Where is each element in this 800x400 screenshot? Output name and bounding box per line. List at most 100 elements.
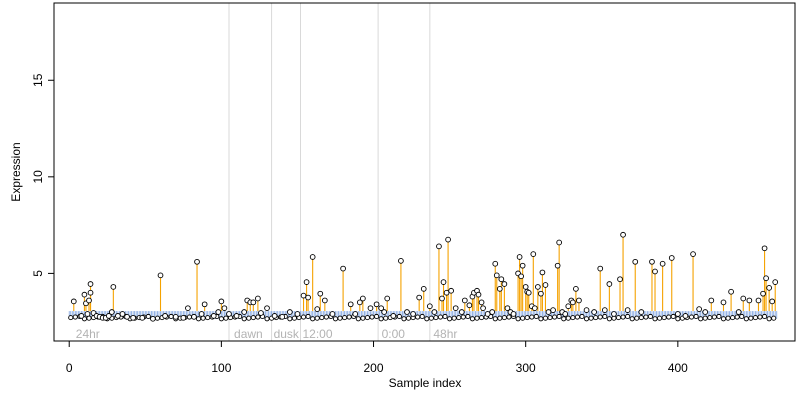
data-point <box>542 282 549 288</box>
baseline-point <box>346 314 352 320</box>
baseline-point <box>442 313 448 320</box>
baseline-point <box>405 315 412 321</box>
data-point <box>659 260 666 267</box>
data-point <box>480 305 486 312</box>
baseline-point <box>565 315 571 321</box>
data-point <box>404 309 410 315</box>
data-point <box>300 292 307 299</box>
data-point <box>194 258 200 265</box>
data-point <box>740 295 747 302</box>
data-point <box>279 314 286 320</box>
data-point <box>624 307 631 313</box>
baseline-point <box>771 315 777 321</box>
data-point <box>761 245 768 252</box>
data-point <box>478 299 485 306</box>
data-point <box>538 290 544 297</box>
baseline-point <box>583 316 590 322</box>
data-point <box>305 294 311 301</box>
phase-annotation: 24hr <box>76 327 100 341</box>
baseline-point <box>374 313 380 320</box>
baseline-point <box>762 313 768 320</box>
baseline-point <box>670 313 676 320</box>
data-point <box>522 284 529 290</box>
data-point <box>119 311 126 317</box>
data-point <box>518 273 524 280</box>
baseline-point <box>597 314 603 320</box>
data-point <box>570 299 576 306</box>
data-point <box>124 314 130 320</box>
data-point <box>535 284 541 290</box>
baseline-point <box>720 316 727 322</box>
data-point <box>420 286 427 292</box>
baseline-point <box>647 313 654 320</box>
data-point <box>545 309 552 315</box>
data-point <box>565 303 572 310</box>
baseline-point <box>515 316 521 322</box>
baseline-point <box>246 315 252 321</box>
baseline-point <box>255 314 261 320</box>
data-point <box>606 281 613 287</box>
data-point <box>180 314 187 321</box>
baseline-point <box>734 314 740 320</box>
data-point <box>271 313 278 319</box>
baseline-point <box>428 315 434 321</box>
baseline-point <box>757 314 763 320</box>
data-point <box>504 305 511 312</box>
phase-annotation: 0:00 <box>382 327 406 341</box>
baseline-point <box>337 315 343 321</box>
data-point <box>530 251 537 257</box>
data-point <box>583 307 590 313</box>
baseline-point <box>702 315 708 321</box>
data-point <box>443 289 450 296</box>
baseline-point <box>524 315 530 321</box>
baseline-point <box>625 313 631 320</box>
data-point <box>378 305 384 312</box>
data-point <box>632 258 639 265</box>
baseline-point <box>218 316 224 322</box>
baseline-point <box>401 316 407 322</box>
baseline-point <box>300 314 307 320</box>
data-point <box>496 286 503 292</box>
data-point <box>772 279 779 285</box>
baseline-point <box>241 316 247 322</box>
data-point <box>436 243 442 250</box>
data-point <box>445 236 451 243</box>
baseline-point <box>707 315 713 321</box>
data-point <box>755 297 762 304</box>
data-point <box>340 265 346 272</box>
data-point <box>516 254 523 260</box>
baseline-point <box>657 315 663 321</box>
baseline-point <box>154 315 161 321</box>
data-point <box>591 309 598 315</box>
baseline-point <box>552 314 558 320</box>
y-axis-label: Expression <box>9 142 23 201</box>
baseline-point <box>323 314 329 320</box>
baseline-point <box>739 313 745 320</box>
data-point <box>554 262 561 269</box>
data-point <box>381 309 388 315</box>
data-point <box>210 313 217 319</box>
baseline-point <box>643 314 649 320</box>
baseline-point <box>415 314 421 320</box>
data-point <box>440 279 447 285</box>
data-point <box>87 289 94 296</box>
data-point <box>769 298 776 305</box>
data-point <box>525 289 532 296</box>
data-point <box>86 297 92 304</box>
data-point <box>466 302 473 309</box>
baseline-point <box>711 314 717 320</box>
y-tick-label: 5 <box>31 270 45 277</box>
data-point <box>597 265 604 272</box>
baseline-point <box>675 316 681 322</box>
baseline-point <box>606 316 612 322</box>
phase-annotation: 48hr <box>433 327 457 341</box>
baseline-point <box>501 315 507 321</box>
baseline-point <box>451 315 457 321</box>
data-point <box>384 295 391 302</box>
data-point <box>735 309 742 315</box>
baseline-point <box>529 314 535 320</box>
plot-frame <box>53 2 796 342</box>
data-point <box>674 311 681 317</box>
data-point <box>728 288 734 295</box>
